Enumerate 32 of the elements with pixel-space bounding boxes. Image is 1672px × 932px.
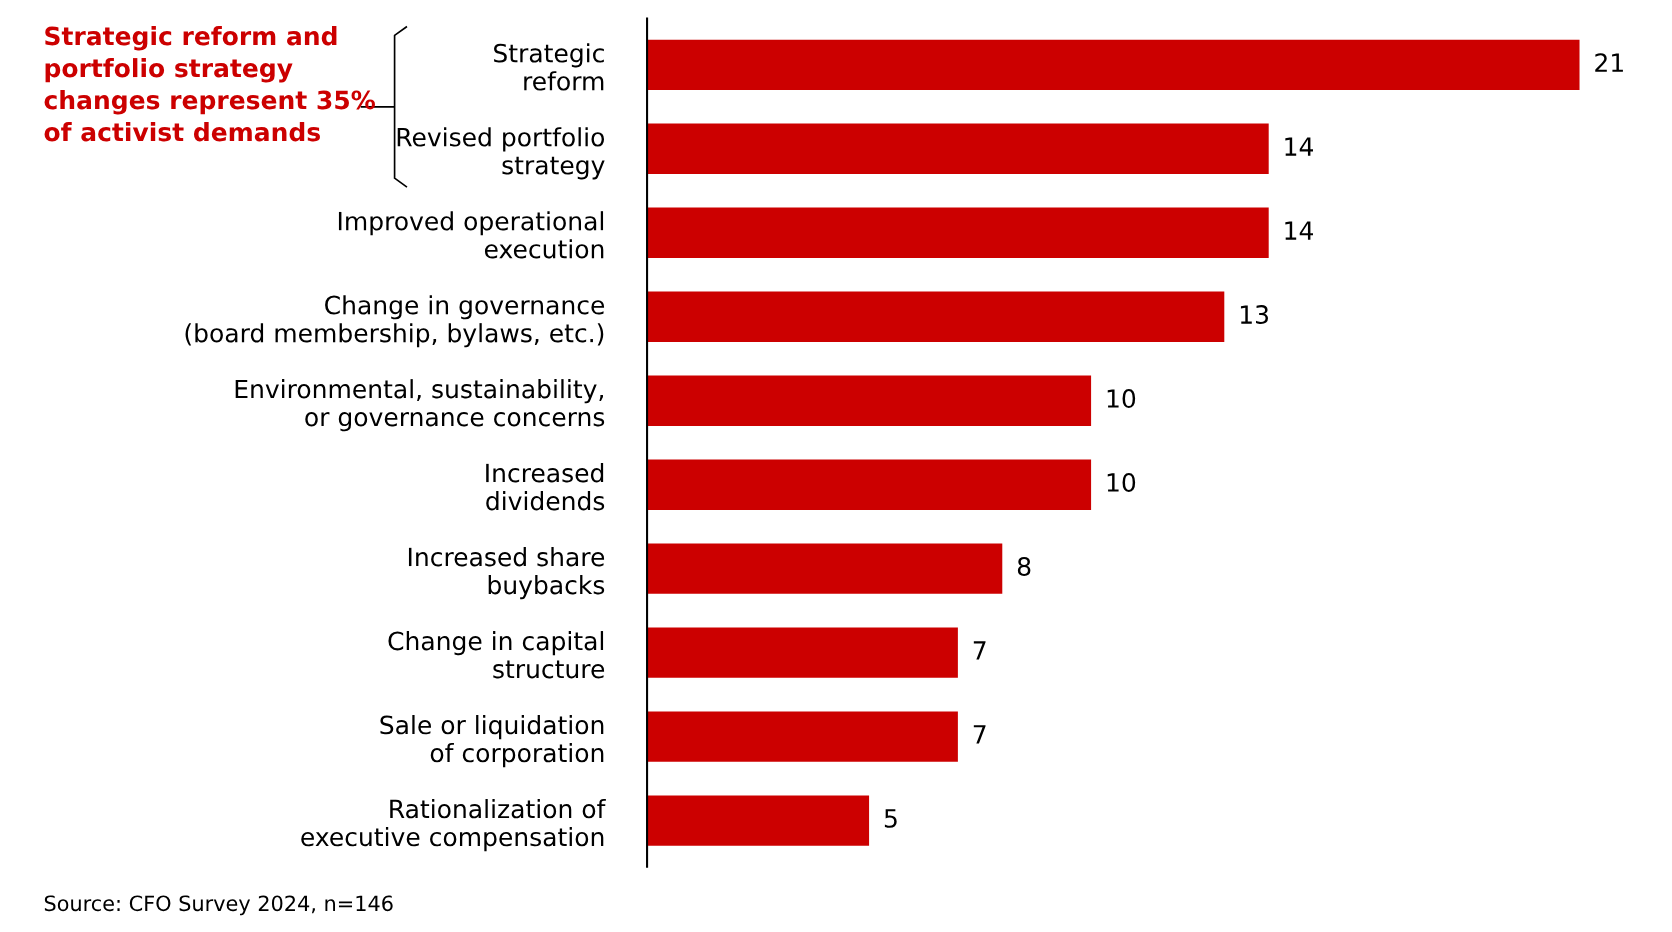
bar xyxy=(647,123,1269,174)
data-label: 10 xyxy=(1107,389,1136,408)
y-tick-label: Sale or liquidation of corporation xyxy=(380,715,604,768)
bar xyxy=(647,291,1225,342)
y-tick-label: Rationalization of executive compensation xyxy=(301,798,606,852)
data-label: 21 xyxy=(1595,53,1623,72)
y-tick-label: Strategic reform xyxy=(494,43,604,91)
y-tick-label: Revised portfolio strategy xyxy=(397,127,605,180)
y-tick-label: Increased dividends xyxy=(486,463,605,511)
data-label: 5 xyxy=(884,809,897,828)
bar xyxy=(647,39,1580,91)
y-tick-label: Increased share buybacks xyxy=(408,547,605,600)
data-label: 8 xyxy=(1017,557,1031,576)
text: Strategic reform and portfolio strategy changes represent 35% of activist demands xyxy=(44,26,375,142)
bar xyxy=(647,795,870,846)
data-label: 10 xyxy=(1107,473,1136,492)
bar xyxy=(647,459,1092,510)
y-tick-label: Change in capital structure xyxy=(388,631,605,679)
data-label: 14 xyxy=(1285,221,1313,240)
bar xyxy=(647,711,958,762)
data-label: 7 xyxy=(973,725,986,744)
data-label: 14 xyxy=(1285,137,1313,156)
y-tick-label: Improved operational execution xyxy=(338,211,604,259)
data-label: 7 xyxy=(973,641,986,660)
data-label: 13 xyxy=(1240,305,1268,324)
bar xyxy=(647,375,1092,426)
y-tick-label: Change in governance (board membership, bylaws, etc.) xyxy=(185,295,605,348)
bar xyxy=(647,207,1269,258)
source-note: Source: CFO Survey 2024, n=146 xyxy=(44,895,393,916)
bar xyxy=(647,627,958,678)
y-tick-label: Environmental, sustainability, or governance concerns xyxy=(235,379,605,432)
bar xyxy=(647,543,1003,594)
